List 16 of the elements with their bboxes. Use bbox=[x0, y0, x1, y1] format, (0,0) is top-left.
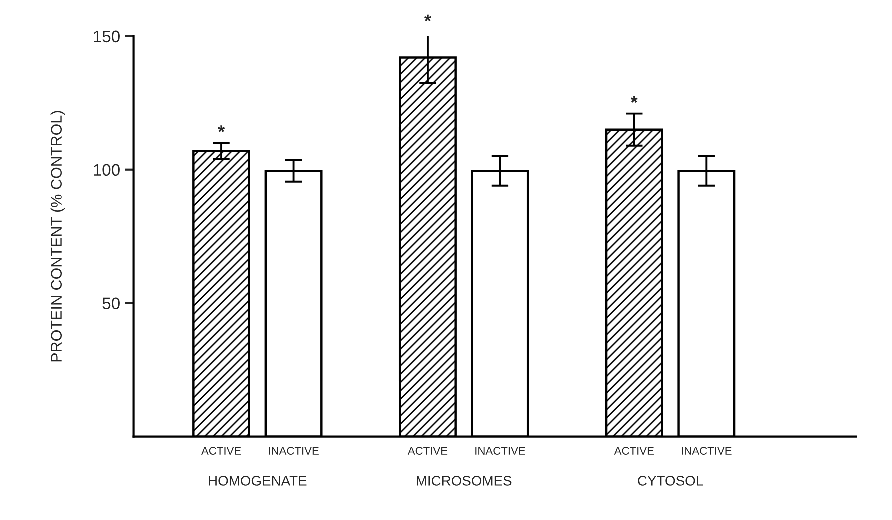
y-axis-title: PROTEIN CONTENT (% CONTROL) bbox=[50, 111, 66, 362]
x-tick-label: CYTOSOL bbox=[638, 476, 704, 486]
text: ACTIVE bbox=[614, 447, 654, 455]
text: INACTIVE bbox=[682, 447, 732, 455]
annotation: * bbox=[218, 126, 226, 132]
text: * bbox=[424, 14, 432, 22]
y-tick-label: 50 bbox=[102, 298, 120, 310]
x-tick-label: HOMOGENATE bbox=[209, 476, 307, 486]
series-label: INACTIVE bbox=[269, 447, 319, 455]
text: INACTIVE bbox=[476, 447, 526, 455]
y-tick-label: 100 bbox=[94, 164, 120, 176]
text: ACTIVE bbox=[408, 447, 448, 455]
x-tick-label: MICROSOMES bbox=[417, 476, 512, 486]
y-tick-label: 150 bbox=[94, 30, 120, 43]
series-label: ACTIVE bbox=[201, 447, 242, 455]
annotation: * bbox=[630, 96, 638, 103]
